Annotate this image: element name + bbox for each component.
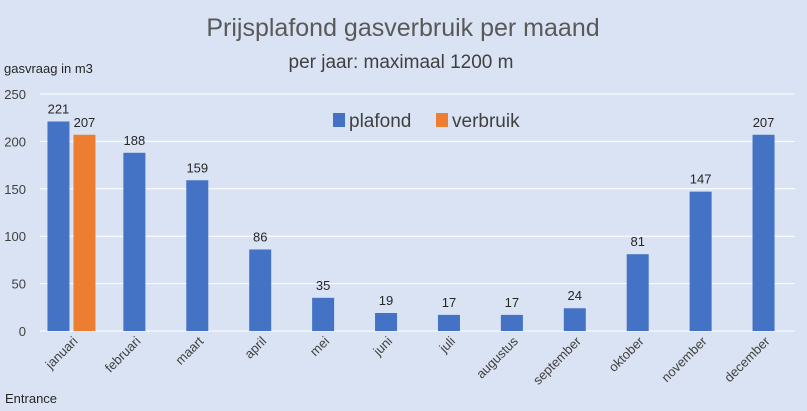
data-label: 221 (48, 101, 70, 116)
bar-plafond-november (689, 191, 712, 331)
data-label: 207 (74, 115, 96, 130)
bar-plafond-maart (186, 180, 209, 331)
y-tick-label: 200 (4, 134, 26, 149)
bar-plafond-juni (375, 312, 398, 331)
bar-plafond-oktober (626, 254, 649, 331)
bar-plafond-februari (123, 152, 146, 331)
bar-plafond-mei (312, 297, 335, 331)
data-label: 19 (379, 293, 393, 308)
y-tick-label: 50 (12, 277, 26, 292)
bar-verbruik-januari (73, 134, 96, 331)
x-tick-label: december (721, 333, 773, 385)
data-label: 207 (753, 115, 775, 130)
x-tick-label: juli (436, 333, 459, 356)
x-tick-label: november (658, 333, 710, 385)
chart-title: Prijsplafond gasverbruik per maand (206, 14, 599, 42)
bars (47, 121, 775, 331)
data-label: 24 (568, 288, 582, 303)
bar-plafond-september (563, 308, 586, 331)
chart-subtitle: per jaar: maximaal 1200 m (289, 52, 514, 73)
legend-swatch-plafond (333, 113, 345, 127)
y-tick-label: 0 (19, 324, 26, 339)
data-label: 159 (186, 160, 208, 175)
x-tick-label: januari (42, 333, 81, 372)
data-label: 35 (316, 278, 330, 293)
x-tick-label: juni (370, 333, 396, 359)
y-tick-label: 150 (4, 182, 26, 197)
bar-plafond-juli (437, 314, 460, 331)
x-tick-label: maart (172, 333, 206, 367)
legend: plafond verbruik (333, 111, 520, 132)
data-label: 147 (690, 172, 712, 187)
x-tick-label: augustus (473, 333, 521, 381)
x-tick-label: oktober (606, 333, 648, 375)
x-tick-label: februari (102, 333, 144, 375)
bar-plafond-december (752, 134, 775, 331)
bar-plafond-april (249, 249, 272, 331)
legend-label-verbruik: verbruik (452, 111, 520, 132)
y-axis-label: gasvraag in m3 (4, 61, 93, 76)
data-label: 188 (124, 133, 146, 148)
y-tick-label: 100 (4, 229, 26, 244)
x-tick-label: mei (307, 333, 332, 358)
y-tick-label: 250 (4, 87, 26, 102)
x-axis-ticks: januari februari maart april mei juni juli augu… (42, 333, 773, 388)
data-label: 81 (630, 234, 644, 249)
x-tick-label: april (241, 333, 269, 361)
data-label: 86 (253, 229, 267, 244)
legend-label-plafond: plafond (349, 111, 411, 132)
data-label: 17 (505, 295, 519, 310)
source-label: Entrance (5, 391, 57, 406)
bar-plafond-augustus (500, 314, 523, 331)
gridlines (40, 93, 795, 332)
bar-plafond-januari (47, 121, 70, 331)
x-tick-label: september (530, 333, 585, 388)
data-labels: 221 207 188 159 86 35 19 17 17 24 81 147 207 (48, 101, 775, 309)
legend-swatch-verbruik (436, 113, 448, 127)
y-axis-ticks: 0 50 100 150 200 250 (4, 87, 26, 339)
data-label: 17 (442, 295, 456, 310)
